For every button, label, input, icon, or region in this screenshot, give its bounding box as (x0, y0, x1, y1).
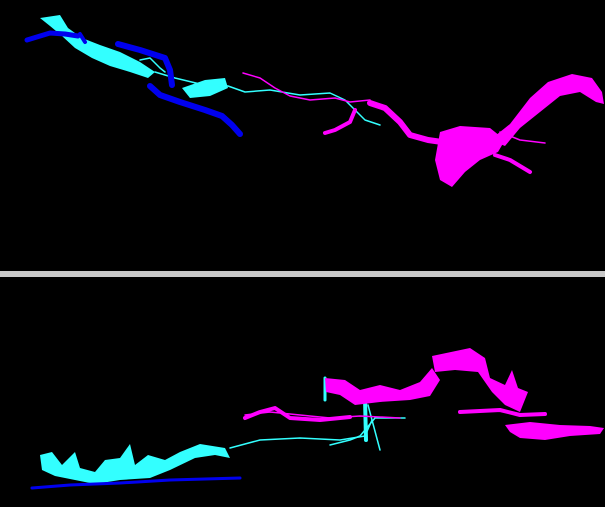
passage-magenta-line (242, 72, 371, 103)
passage-magenta (243, 406, 352, 422)
passage-magenta (490, 74, 604, 146)
bottom-panel (30, 348, 604, 490)
passage-magenta (458, 408, 547, 417)
passage-magenta (325, 368, 440, 405)
passage-blue (115, 41, 175, 88)
passage-magenta (432, 348, 528, 412)
passage-cyan-line (229, 404, 381, 451)
passage-blue (30, 476, 242, 490)
passage-magenta-line (499, 131, 546, 144)
top-panel (24, 15, 604, 187)
passage-magenta (435, 126, 505, 187)
passage-magenta (505, 422, 604, 440)
passage-blue (147, 83, 243, 137)
passage-cyan (363, 396, 368, 442)
passage-blue (24, 30, 81, 43)
passage-cyan-line (139, 57, 166, 73)
divider (0, 271, 605, 277)
passage-cyan (40, 444, 230, 484)
passage-cyan (182, 78, 228, 98)
passage-magenta (493, 153, 532, 174)
passage-magenta (323, 108, 357, 135)
passage-magenta (367, 100, 445, 145)
passage-cyan (40, 15, 155, 78)
passage-blue (78, 32, 87, 44)
